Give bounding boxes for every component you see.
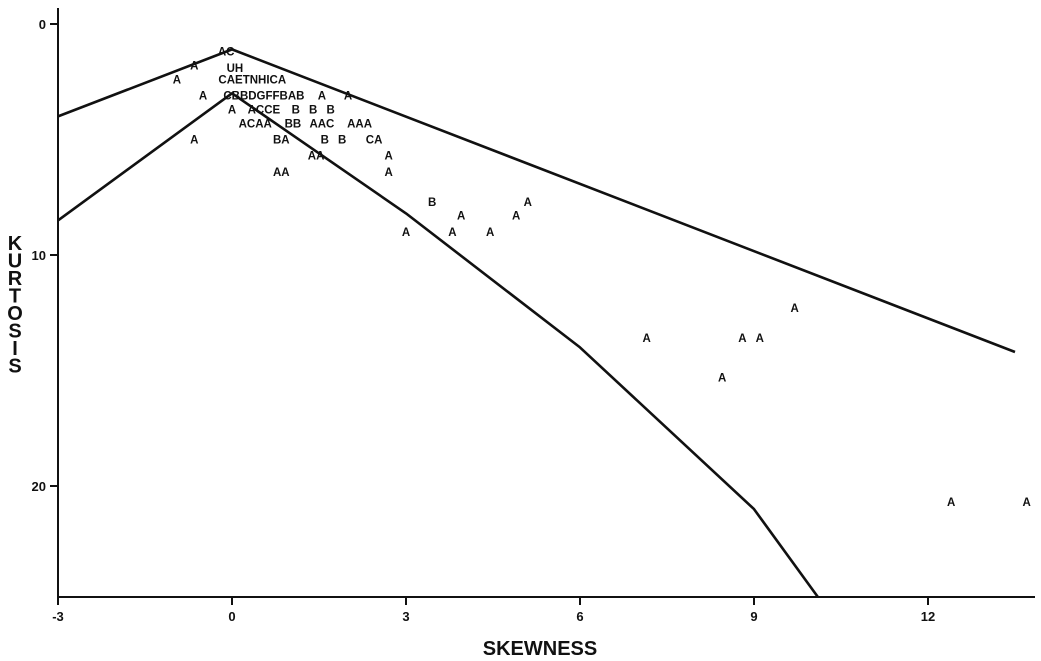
y-tick-label: 10 [32,248,46,263]
boundary-lines [57,48,1016,598]
x-tick-label: 3 [402,609,409,624]
data-point: A [318,91,326,103]
boundary-line-1 [57,48,1016,354]
data-point: A [643,333,651,345]
data-point: A [790,303,798,315]
data-point: AAA [347,118,372,130]
data-point: B [326,105,334,117]
data-point: BA [273,135,290,147]
y-axis-title-letter: K [8,233,23,255]
data-point: A [512,211,520,223]
boundary-line-2 [57,92,819,598]
data-point: B [292,105,300,117]
data-point: A [190,61,198,73]
data-point: UH [227,63,244,75]
data-point: A [524,197,532,209]
data-point: A [486,227,494,239]
data-point: BB [285,118,302,130]
y-tick-label: 20 [32,479,46,494]
data-point: AA [308,151,325,163]
x-tick-label: 12 [921,609,935,624]
data-point: A [344,91,352,103]
x-tick-label: -3 [52,609,64,624]
data-point: B [428,197,436,209]
data-point: A [1022,497,1030,509]
data-point: ACCE [248,105,281,117]
y-axis-title-letter: R [8,268,23,290]
data-point: ACAA [239,118,272,130]
y-axis-title-letter: U [8,251,22,273]
data-point: A [228,105,236,117]
data-point: AA [273,167,290,179]
data-point: CAETNHICA [218,74,286,86]
data-point: CBBDGFFBAB [223,91,304,103]
y-tick-label: 0 [39,17,46,32]
data-point: A [718,372,726,384]
data-point: B [321,135,329,147]
data-point: A [448,227,456,239]
axes [57,8,1035,598]
data-point: A [738,333,746,345]
data-point: A [756,333,764,345]
y-axis-title-letter: S [8,356,21,378]
data-point: A [384,151,392,163]
data-point: A [199,91,207,103]
x-tick-label: 9 [750,609,757,624]
data-point: AC [218,47,235,59]
data-point: A [173,74,181,86]
y-axis-title-letter: O [7,303,23,325]
x-tick-label: 0 [228,609,235,624]
data-point: A [384,167,392,179]
y-axis-title-letter: T [9,286,21,308]
y-ticks: 0 10 20 [32,17,58,494]
data-point: AAC [309,118,334,130]
data-point: B [338,135,346,147]
y-axis-title-letter: S [8,321,21,343]
data-point: CA [366,135,383,147]
data-point: A [947,497,955,509]
data-point: B [309,105,317,117]
data-point: A [190,135,198,147]
y-axis-title-letter: I [12,338,18,360]
data-point: A [402,227,410,239]
x-tick-label: 6 [576,609,583,624]
x-axis-title: SKEWNESS [483,638,597,660]
x-ticks: -3 0 3 6 9 12 [52,597,935,624]
data-point: A [457,211,465,223]
